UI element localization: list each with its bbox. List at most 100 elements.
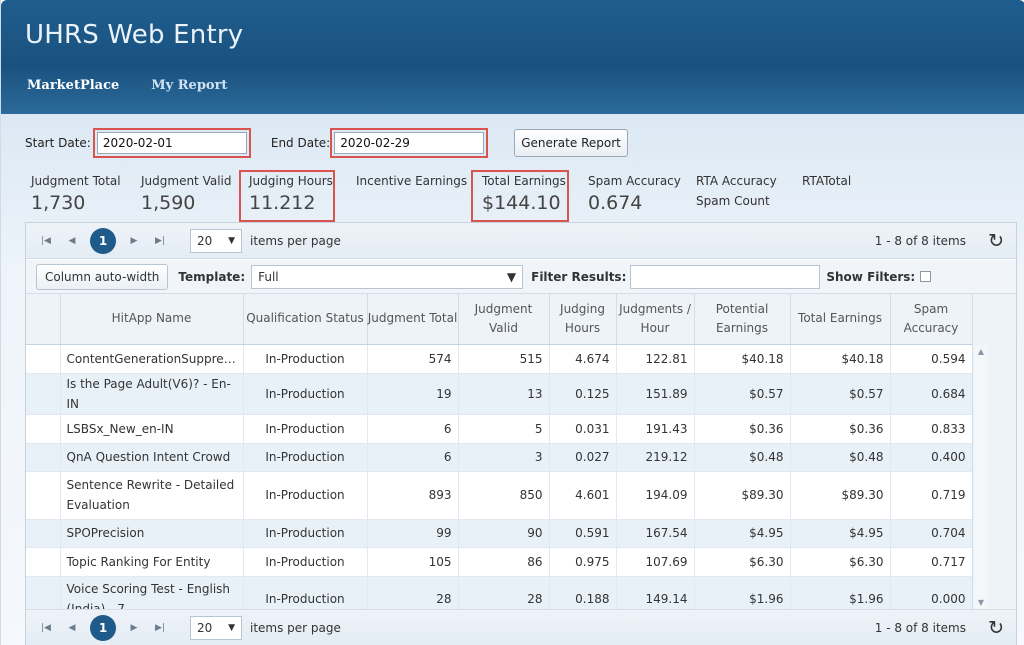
qualification-status: In-Production (243, 519, 368, 548)
hitapp-name: Topic Ranking For Entity (60, 547, 244, 577)
row-selector[interactable] (26, 344, 61, 374)
pager-bottom: |◀ ◀ 1 ▶ ▶| 20 ▼ items per page 1 - 8 of… (26, 609, 1016, 645)
last-page-icon[interactable]: ▶| (155, 622, 165, 633)
judgment-valid: 86 (458, 547, 550, 577)
nav-my-report[interactable]: My Report (151, 78, 228, 93)
stat-judging-hours: Judging Hours 11.212 (249, 174, 333, 214)
scroll-down-icon[interactable]: ▼ (977, 598, 985, 607)
prev-page-icon[interactable]: ◀ (68, 235, 76, 246)
stat-label: Judgment Total (31, 174, 121, 188)
qualification-status: In-Production (243, 547, 368, 577)
refresh-icon[interactable]: ↻ (988, 616, 1004, 639)
grid-toolbar: Column auto-width Template: Full ▼ Filte… (26, 260, 1016, 294)
page-size-select[interactable]: 20 ▼ (190, 615, 242, 640)
filter-results-label: Filter Results: (531, 269, 627, 284)
current-page-button[interactable]: 1 (90, 614, 116, 641)
show-filters-label: Show Filters: (826, 269, 916, 284)
column-header[interactable]: Judgments / Hour (616, 294, 695, 345)
scroll-up-icon[interactable]: ▲ (977, 347, 985, 356)
column-header[interactable]: Qualification Status (243, 294, 368, 345)
app-title: UHRS Web Entry (25, 20, 244, 50)
judging-hours: 0.975 (549, 547, 617, 577)
generate-report-button[interactable]: Generate Report (514, 129, 628, 157)
hitapp-name: Is the Page Adult(V6)? - En-IN (60, 373, 244, 415)
judgments-per-hour: 151.89 (616, 373, 695, 415)
stat-value: 0.674 (588, 192, 643, 214)
hitapp-name: Sentence Rewrite - Detailed Evaluation (60, 471, 244, 520)
potential-earnings: $0.57 (694, 373, 791, 415)
prev-page-icon[interactable]: ◀ (68, 622, 76, 633)
table-row[interactable]: SPOPrecision In-Production 99 90 0.591 1… (26, 519, 973, 548)
table-row[interactable]: Is the Page Adult(V6)? - En-IN In-Produc… (26, 373, 973, 415)
potential-earnings: $0.48 (694, 443, 791, 472)
row-selector[interactable] (26, 443, 61, 472)
judging-hours: 0.591 (549, 519, 617, 548)
start-date-input[interactable] (92, 128, 251, 158)
vertical-scrollbar[interactable]: ▲ ▼ (974, 345, 988, 609)
column-header[interactable]: Judging Hours (549, 294, 617, 345)
judgment-total: 893 (367, 471, 459, 520)
judging-hours: 4.674 (549, 344, 617, 374)
stat-total-earnings: Total Earnings $144.10 (482, 174, 566, 214)
table-row[interactable]: Topic Ranking For Entity In-Production 1… (26, 547, 973, 577)
judgment-total: 99 (367, 519, 459, 548)
stat-incentive-earnings: Incentive Earnings (356, 174, 467, 192)
highlight-box (471, 170, 569, 222)
row-selector[interactable] (26, 414, 61, 444)
column-header[interactable]: HitApp Name (60, 294, 244, 345)
spam-accuracy: 0.684 (890, 373, 973, 415)
column-auto-width-button[interactable]: Column auto-width (36, 263, 169, 290)
stat-judgment-total: Judgment Total 1,730 (31, 174, 121, 214)
row-selector[interactable] (26, 547, 61, 577)
qualification-status: In-Production (243, 373, 368, 415)
stat-label: RTATotal (802, 174, 852, 188)
end-date-label: End Date: (270, 136, 331, 150)
judgment-valid: 90 (458, 519, 550, 548)
judging-hours: 0.125 (549, 373, 617, 415)
column-header[interactable]: Judgment Valid (458, 294, 550, 345)
template-select[interactable]: Full ▼ (251, 264, 524, 289)
nav-marketplace[interactable]: MarketPlace (27, 78, 120, 93)
spam-accuracy: 0.400 (890, 443, 973, 472)
judgment-valid: 13 (458, 373, 550, 415)
current-page-button[interactable]: 1 (90, 227, 116, 254)
judging-hours: 0.031 (549, 414, 617, 444)
column-header[interactable]: Judgment Total (367, 294, 459, 345)
table-row[interactable]: ContentGenerationSuppressi... In-Product… (26, 344, 973, 374)
chevron-down-icon: ▼ (228, 622, 235, 633)
spam-accuracy: 0.704 (890, 519, 973, 548)
refresh-icon[interactable]: ↻ (988, 229, 1004, 252)
stat-value: 1,730 (31, 192, 86, 214)
table-row[interactable]: LSBSx_New_en-IN In-Production 6 5 0.031 … (26, 414, 973, 444)
row-selector[interactable] (26, 373, 61, 415)
judgments-per-hour: 194.09 (616, 471, 695, 520)
stat-spam-accuracy: Spam Accuracy 0.674 (588, 174, 681, 214)
table-row[interactable]: QnA Question Intent Crowd In-Production … (26, 443, 973, 472)
column-header[interactable]: Potential Earnings (694, 294, 791, 345)
date-range-form: Start Date: End Date: Generate Report (25, 128, 628, 158)
column-header[interactable]: Total Earnings (790, 294, 891, 345)
page-size-select[interactable]: 20 ▼ (190, 228, 242, 253)
next-page-icon[interactable]: ▶ (130, 622, 138, 633)
first-page-icon[interactable]: |◀ (41, 235, 51, 246)
judgments-per-hour: 167.54 (616, 519, 695, 548)
page-size-value: 20 (197, 620, 213, 635)
last-page-icon[interactable]: ▶| (155, 235, 165, 246)
next-page-icon[interactable]: ▶ (130, 235, 138, 246)
column-header[interactable]: Spam Accuracy (890, 294, 973, 345)
row-selector[interactable] (26, 471, 61, 520)
hitapp-name: SPOPrecision (60, 519, 244, 548)
judgment-total: 6 (367, 414, 459, 444)
judgments-per-hour: 122.81 (616, 344, 695, 374)
end-date-input[interactable] (330, 128, 489, 158)
filter-results-input[interactable] (630, 264, 821, 289)
row-selector[interactable] (26, 519, 61, 548)
first-page-icon[interactable]: |◀ (41, 622, 51, 633)
table-row[interactable]: Sentence Rewrite - Detailed Evaluation I… (26, 471, 973, 520)
pager-info: 1 - 8 of 8 items (874, 620, 966, 635)
potential-earnings: $4.95 (694, 519, 791, 548)
judgments-per-hour: 191.43 (616, 414, 695, 444)
hitapp-name: QnA Question Intent Crowd (60, 443, 244, 472)
qualification-status: In-Production (243, 471, 368, 520)
show-filters-checkbox[interactable] (920, 271, 932, 282)
